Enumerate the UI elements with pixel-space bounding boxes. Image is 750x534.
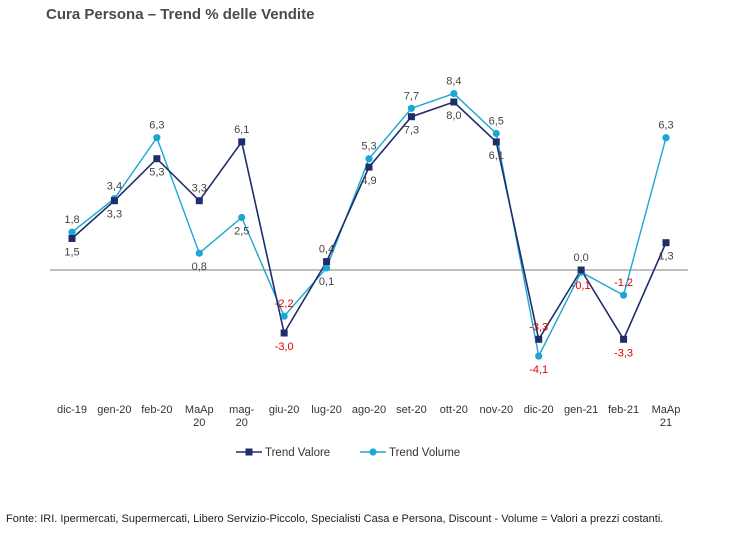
line-chart: dic-19 gen-20 feb-20 MaAp 20 mag-20 giu-20 lug-… bbox=[50, 76, 688, 459]
trend-valore-marker bbox=[450, 98, 458, 106]
trend-volume-data-label: -0,1 bbox=[572, 280, 591, 292]
trend-volume-data-label: 5,3 bbox=[361, 141, 376, 153]
trend-valore-line bbox=[71, 101, 667, 342]
x-tick-label: ott-20 bbox=[440, 404, 468, 416]
trend-valore-data-label: 0,0 bbox=[573, 252, 588, 264]
trend-valore-data-label: 3,3 bbox=[107, 209, 122, 221]
trend-volume-data-label: 3,4 bbox=[107, 181, 122, 193]
trend-valore-data-label: 6,1 bbox=[234, 124, 249, 136]
trend-valore-marker bbox=[153, 155, 161, 163]
trend-volume-data-label: -4,1 bbox=[529, 364, 548, 376]
trend-valore-data-label: 6,1 bbox=[489, 150, 504, 162]
trend-valore-data-label: -3,3 bbox=[614, 347, 633, 359]
trend-valore-marker bbox=[535, 335, 543, 343]
trend-valore-marker bbox=[195, 197, 203, 205]
x-tick-label: mag-20 bbox=[229, 404, 254, 429]
trend-valore-data-label: 8,0 bbox=[446, 110, 461, 122]
trend-volume-marker bbox=[322, 264, 331, 272]
trend-volume-marker bbox=[153, 134, 161, 142]
x-tick-label: dic-20 bbox=[524, 404, 554, 416]
legend-volume-label: Trend Volume bbox=[389, 447, 460, 459]
trend-volume-marker bbox=[450, 90, 458, 98]
trend-volume-line bbox=[71, 92, 667, 359]
trend-volume-data-label: 0,8 bbox=[192, 261, 207, 273]
trend-volume-data-label: -1,2 bbox=[614, 277, 633, 289]
trend-volume-marker bbox=[619, 291, 628, 299]
trend-valore-marker bbox=[577, 266, 585, 274]
trend-volume-data-label: 1,8 bbox=[64, 214, 79, 226]
trend-volume-data-label: -2,2 bbox=[275, 298, 294, 310]
legend-valore-marker bbox=[245, 448, 253, 456]
trend-valore-data-label: -3,3 bbox=[529, 321, 548, 333]
x-tick-label: dic-19 bbox=[57, 404, 87, 416]
trend-valore-marker bbox=[323, 258, 331, 266]
trend-volume-marker bbox=[365, 155, 373, 163]
trend-valore-data-label: 1,5 bbox=[64, 247, 79, 259]
trend-valore-marker bbox=[407, 113, 415, 121]
x-tick-label: gen-20 bbox=[97, 404, 131, 416]
trend-volume-marker bbox=[238, 213, 246, 222]
x-tick-label: set-20 bbox=[396, 404, 427, 416]
x-tick-label: nov-20 bbox=[479, 404, 513, 416]
trend-valore-marker bbox=[492, 138, 500, 146]
x-tick-label: MaAp 21 bbox=[652, 404, 681, 429]
trend-valore-data-label: -3,0 bbox=[275, 341, 294, 353]
trend-valore-marker bbox=[110, 197, 118, 205]
x-tick-label: feb-21 bbox=[608, 404, 639, 416]
trend-valore-marker bbox=[365, 163, 373, 171]
x-tick-label: MaAp 20 bbox=[185, 404, 214, 429]
trend-valore-marker bbox=[68, 235, 76, 242]
trend-volume-marker bbox=[407, 104, 416, 112]
trend-volume-marker bbox=[68, 228, 76, 236]
trend-valore-data-label: 3,3 bbox=[192, 183, 207, 195]
x-tick-label: ago-20 bbox=[352, 404, 386, 416]
trend-volume-data-label: 2,5 bbox=[234, 226, 249, 238]
legend-volume-marker bbox=[369, 448, 377, 456]
legend-valore-label: Trend Valore bbox=[265, 447, 330, 459]
trend-valore-data-label: 5,3 bbox=[149, 167, 164, 179]
trend-volume-marker bbox=[535, 352, 543, 360]
x-tick-label: lug-20 bbox=[311, 404, 342, 416]
trend-volume-data-label: 6,3 bbox=[658, 120, 673, 132]
trend-volume-marker bbox=[662, 134, 670, 142]
trend-valore-data-label: 7,3 bbox=[404, 125, 419, 137]
trend-volume-data-label: 7,7 bbox=[404, 90, 419, 102]
trend-valore-data-label: 1,3 bbox=[658, 251, 673, 263]
trend-volume-data-label: 8,4 bbox=[446, 76, 461, 88]
x-tick-label: giu-20 bbox=[269, 404, 300, 416]
trend-volume-marker bbox=[280, 312, 288, 320]
trend-volume-data-label: 0,1 bbox=[319, 276, 334, 288]
trend-volume-data-label: 6,5 bbox=[489, 116, 504, 128]
trend-valore-marker bbox=[620, 335, 628, 343]
trend-volume-marker bbox=[195, 249, 203, 257]
x-tick-label: feb-20 bbox=[141, 404, 172, 416]
trend-volume-data-label: 6,3 bbox=[149, 120, 164, 132]
chart-title: Cura Persona – Trend % delle Vendite bbox=[46, 6, 315, 23]
trend-volume-marker bbox=[492, 129, 500, 138]
trend-valore-marker bbox=[280, 329, 288, 337]
source-footnote: Fonte: IRI. Ipermercati, Supermercati, L… bbox=[6, 513, 664, 525]
trend-valore-marker bbox=[238, 138, 246, 146]
trend-valore-data-label: 4,9 bbox=[361, 175, 376, 187]
trend-valore-marker bbox=[662, 239, 670, 247]
x-tick-label: gen-21 bbox=[564, 404, 598, 416]
trend-valore-data-label: 0,4 bbox=[319, 244, 334, 256]
